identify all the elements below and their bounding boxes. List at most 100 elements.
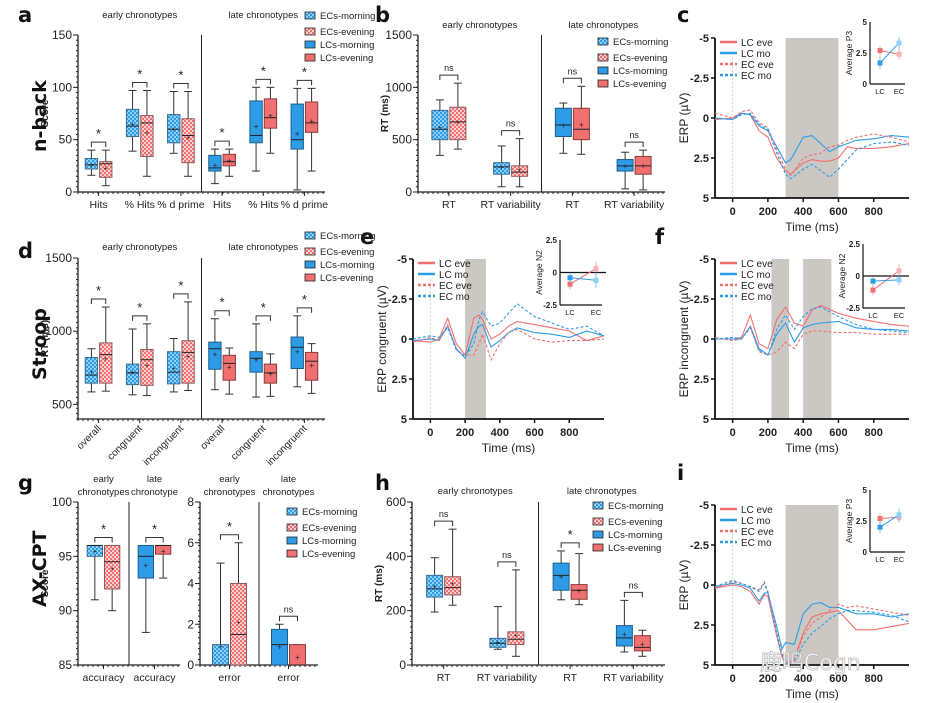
significance-bracket <box>434 520 454 527</box>
inset-point <box>593 266 599 272</box>
significance-label: ns <box>284 604 294 614</box>
y-tick-label: -5 <box>699 500 709 512</box>
y-tick-label: 100 <box>52 495 72 509</box>
legend-label: LCs-evening <box>320 53 373 64</box>
inset-y-tick-label: -2.5 <box>846 304 860 313</box>
box-ECs-evening <box>99 161 113 178</box>
mean-marker: + <box>144 561 149 570</box>
x-tick-label: RT <box>565 199 579 211</box>
x-tick-label: RT <box>437 672 451 684</box>
box-ECs-morning <box>426 574 444 598</box>
box-ECs-morning <box>431 109 449 141</box>
mean-marker: + <box>186 352 191 361</box>
group-label: chronotypes <box>263 487 315 498</box>
y-tick-label: 0 <box>703 113 709 125</box>
legend-label: LCs-evening <box>608 543 661 554</box>
x-tick-label: error <box>218 672 241 684</box>
y-tick-label: 1500 <box>45 251 72 265</box>
legend-swatch <box>286 549 298 558</box>
y-axis-label: ERP (µV) <box>677 560 691 611</box>
inset-line-mo <box>879 514 900 528</box>
erp-line-lc-mo <box>714 582 910 651</box>
inset-line-mo <box>569 277 597 281</box>
shaded-window <box>803 259 832 419</box>
box-ECs-morning <box>167 114 181 144</box>
legend-label: ECs-morning <box>320 11 375 22</box>
y-tick-label: 2.5 <box>694 153 709 165</box>
legend-swatch <box>592 501 604 510</box>
group-label: late chronotypes <box>228 242 298 253</box>
x-tick-label: 800 <box>865 673 883 685</box>
group-label: early chronotypes <box>102 242 177 253</box>
x-tick-label: overall <box>75 423 104 452</box>
x-tick-label: 0 <box>730 673 736 685</box>
inset-point <box>877 524 883 530</box>
significance-bracket <box>132 81 148 88</box>
legend-label: LC mo <box>439 270 469 281</box>
significance-bracket <box>94 536 113 543</box>
inset-x-tick-label: LC <box>875 555 885 564</box>
legend-label: ECs-evening <box>320 27 374 38</box>
legend-swatch <box>304 11 316 20</box>
mean-marker: + <box>295 348 300 357</box>
y-tick-label: -2.5 <box>690 73 709 85</box>
x-tick-label: Hits <box>90 199 108 211</box>
erp-line-ec-mo <box>714 112 910 180</box>
group-label: early <box>93 474 114 485</box>
significance-label: * <box>101 521 106 536</box>
box-ECs-morning <box>84 158 99 170</box>
legend-swatch <box>304 231 316 240</box>
row-label-axcpt: AX-CPT <box>29 530 51 607</box>
significance-label: ns <box>629 580 639 590</box>
y-tick-label: 150 <box>52 28 72 42</box>
group-label: early <box>219 474 240 485</box>
inset-x-tick-label: EC <box>894 555 905 564</box>
inset-point <box>567 275 573 281</box>
inset-y-label: Average P3 <box>844 499 854 544</box>
significance-bracket <box>296 79 313 86</box>
y-tick-label: 400 <box>386 549 406 563</box>
y-tick-label: 5 <box>703 193 709 205</box>
watermark: 鹿鸣Cogn <box>760 651 861 676</box>
inset-y-tick-label: 5 <box>863 486 868 495</box>
y-tick-label: 0 <box>703 580 709 592</box>
legend-label: EC mo <box>741 538 772 549</box>
inset-x-tick-label: EC <box>591 308 602 317</box>
y-tick-label: 0 <box>703 334 709 346</box>
box-LCs-morning <box>615 625 633 647</box>
erp-line-ec-mo <box>714 579 910 665</box>
legend-label: LCs-morning <box>608 530 662 541</box>
box-LCs-morning <box>616 159 634 172</box>
mean-marker: + <box>145 361 150 370</box>
box-LCs-evening <box>263 363 278 384</box>
legend-label: ECs-morning <box>302 507 357 518</box>
mean-marker: + <box>171 364 176 373</box>
significance-bracket <box>173 293 189 299</box>
significance-label: ns <box>444 63 454 73</box>
box-LCs-morning <box>552 562 570 591</box>
inset-y-tick-label: 2.5 <box>546 236 558 245</box>
legend-label: ECs-morning <box>320 231 375 242</box>
y-axis-label: RT (ms) <box>380 95 391 132</box>
inset-y-tick-label: 2.5 <box>856 49 868 58</box>
mean-marker: + <box>186 134 191 143</box>
box-ECs-evening <box>99 342 113 384</box>
y-tick-label: 0 <box>401 334 407 346</box>
shaded-window <box>465 259 486 419</box>
inset-x-tick-label: EC <box>894 87 905 96</box>
mean-marker: + <box>432 582 437 591</box>
mean-marker: + <box>254 356 259 365</box>
mean-marker: + <box>561 121 566 130</box>
significance-bracket <box>220 534 239 540</box>
y-axis-label: ERP (µV) <box>677 93 691 144</box>
panel-letter-e: e <box>360 225 374 249</box>
box-ECs-morning <box>493 162 511 175</box>
inset-point <box>567 281 573 287</box>
box-LCs-morning <box>290 103 304 150</box>
mean-marker: + <box>295 129 300 138</box>
inset-x-tick-label: EC <box>894 311 905 320</box>
box-ECs-evening <box>444 576 462 596</box>
significance-label: ns <box>629 130 639 140</box>
panel-letter-f: f <box>655 225 665 249</box>
y-tick-label: 2 <box>187 617 194 631</box>
